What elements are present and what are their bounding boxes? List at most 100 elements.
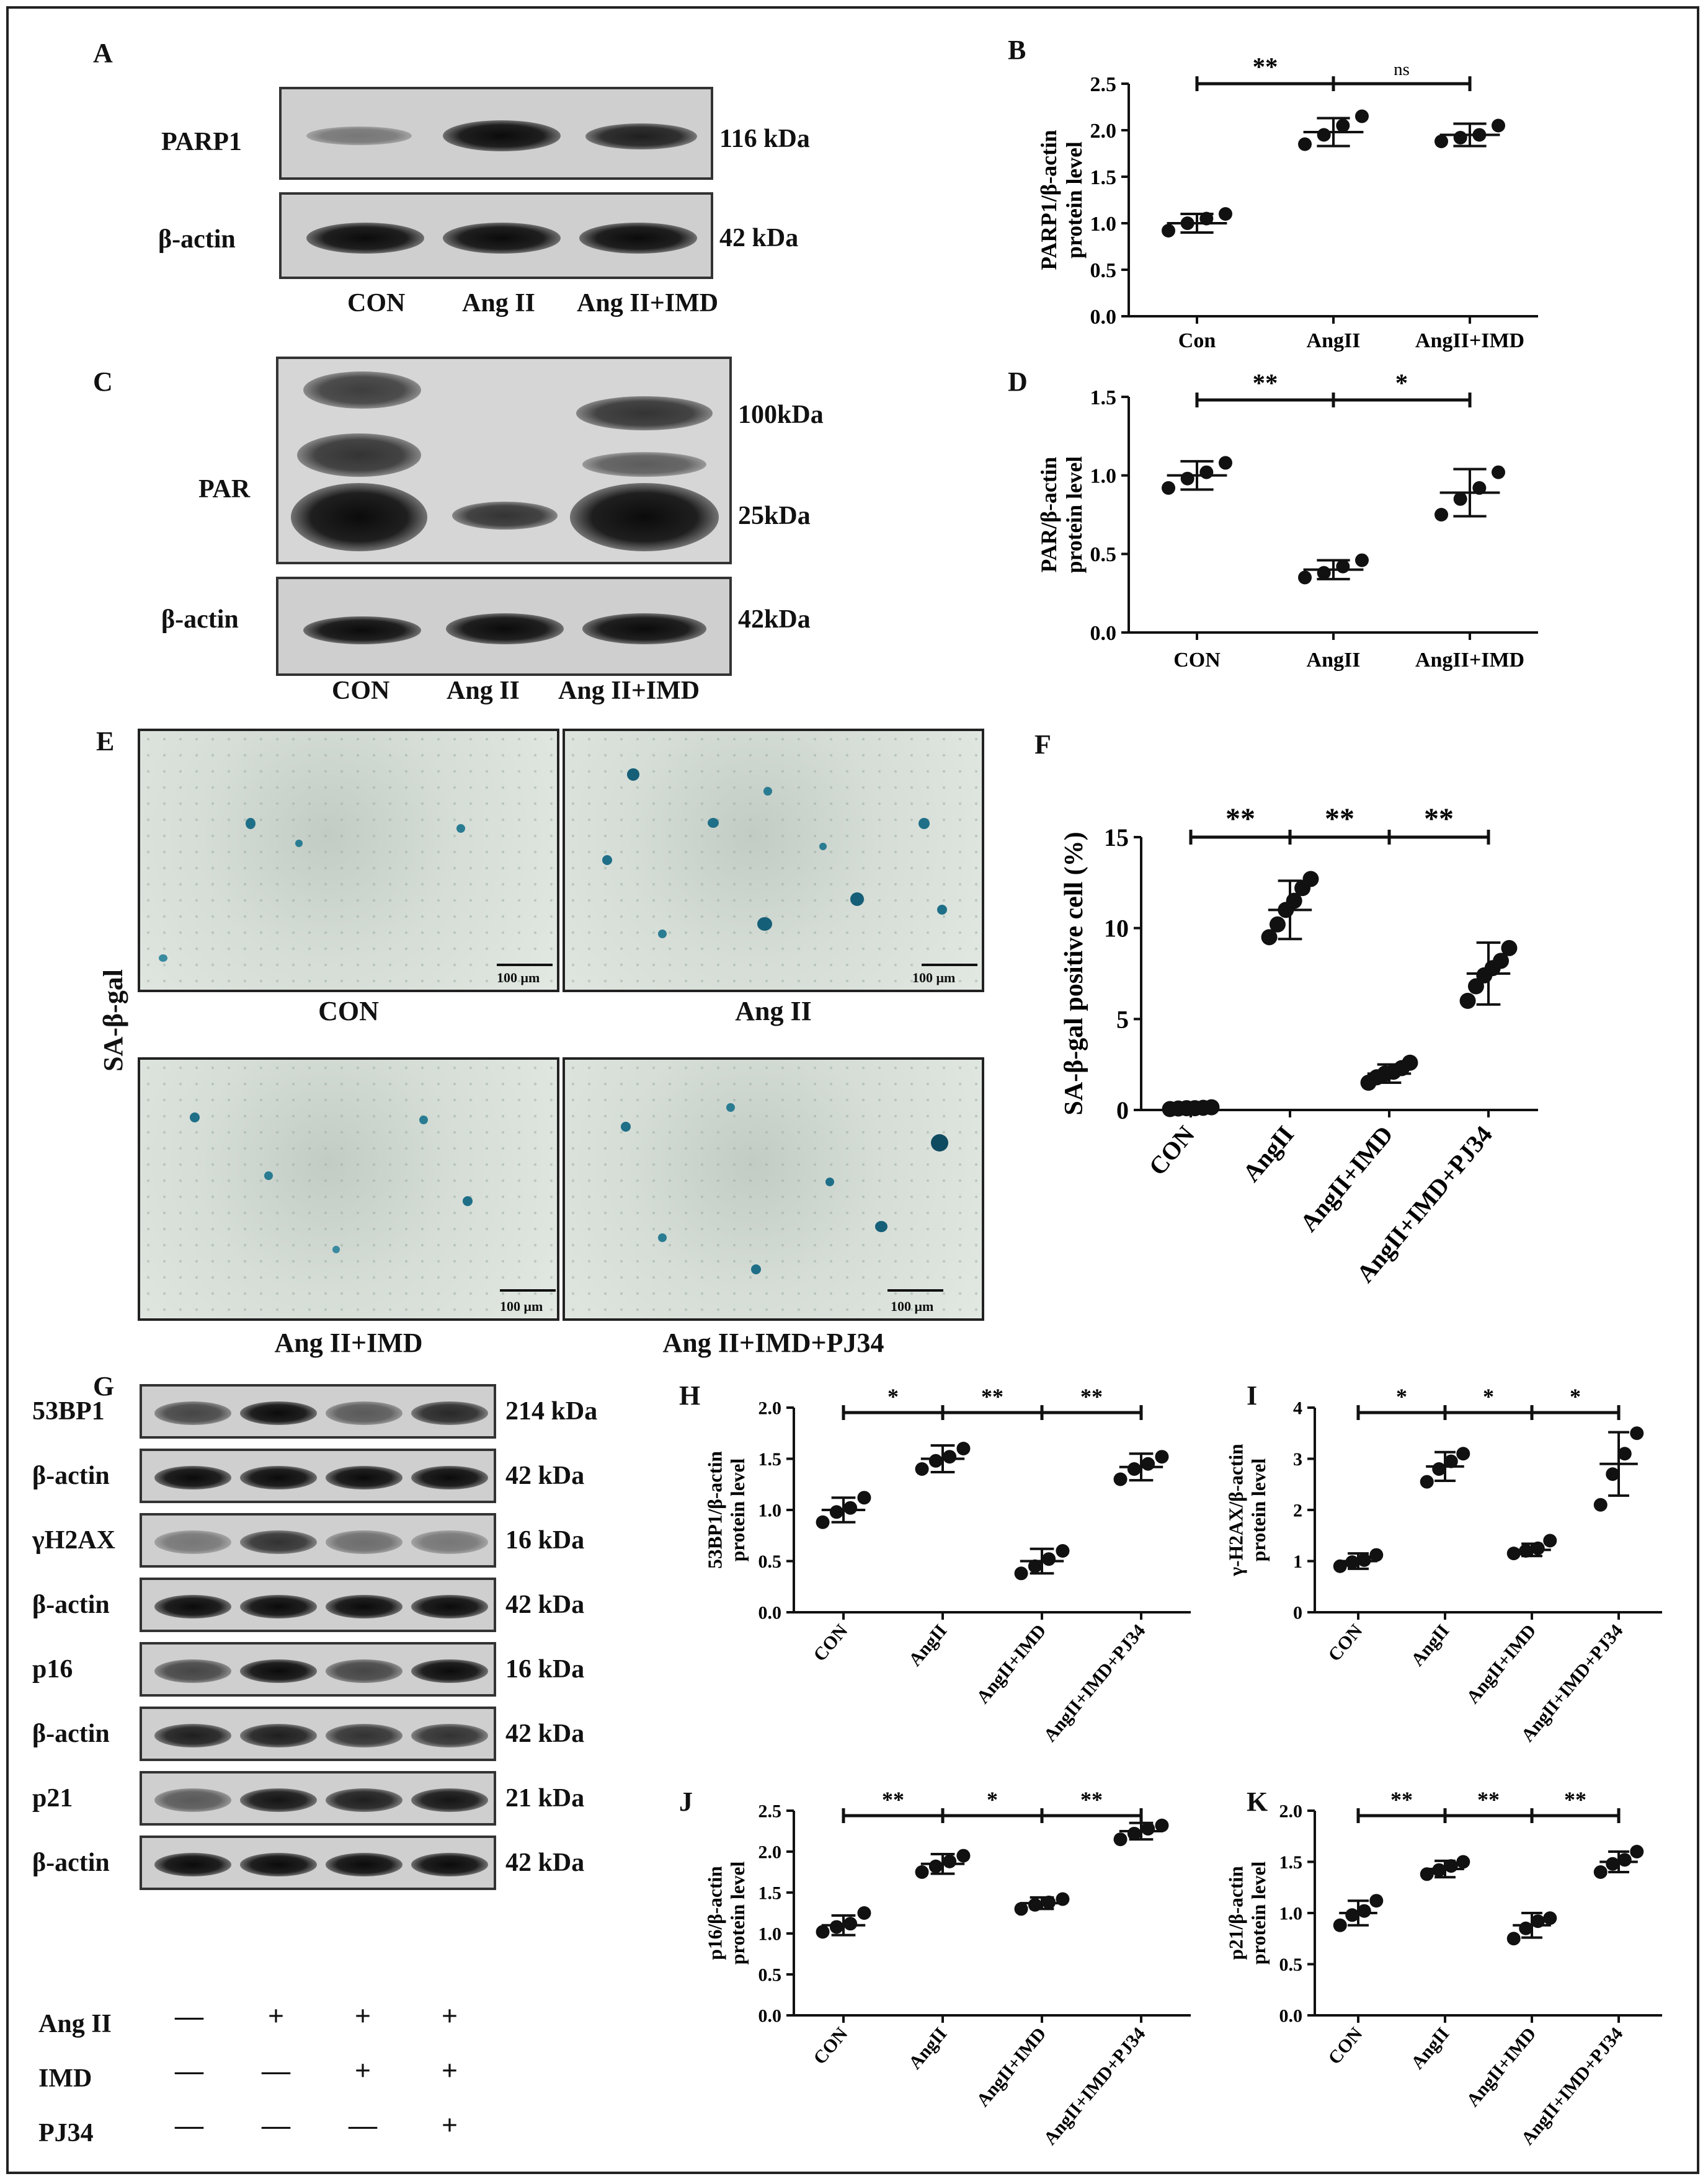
x-tick-label: AngII (905, 1620, 951, 1670)
data-point (915, 1865, 929, 1879)
data-point (1432, 1462, 1446, 1476)
data-point (1444, 1454, 1458, 1468)
data-point (816, 1925, 830, 1939)
y-tick-label: 2.0 (758, 1842, 782, 1863)
kda-label: 42kDa (738, 605, 811, 634)
y-axis-label: PAR/β-actinprotein level (1036, 456, 1087, 574)
scale-bar-label: 100 μm (912, 970, 956, 985)
blot-row-label: β-actin (32, 1462, 110, 1490)
data-point (1491, 465, 1505, 479)
blot-g-row (140, 1384, 496, 1439)
data-point (857, 1491, 871, 1505)
data-point (1336, 118, 1350, 133)
data-point (1014, 1902, 1028, 1916)
x-tick-label: AngII+IMD (1294, 1121, 1399, 1237)
significance-label: ** (1325, 802, 1354, 835)
treatment-mark: — (349, 2109, 377, 2141)
x-tick-label: AngII (905, 2023, 951, 2073)
significance-label: * (887, 1384, 899, 1409)
data-point (1369, 1894, 1384, 1908)
panel-label-e: E (96, 726, 115, 757)
data-point (1593, 1498, 1608, 1512)
significance-label: ** (1225, 802, 1255, 835)
data-point (1336, 559, 1350, 574)
data-point (1354, 109, 1369, 123)
y-tick-label: 1.0 (758, 1501, 782, 1521)
data-point (1531, 1914, 1545, 1929)
treatment-mark: + (441, 2000, 458, 2031)
blot-g-row (140, 1449, 496, 1503)
lane-label: CON (347, 289, 406, 317)
data-point (1199, 211, 1214, 226)
lane-label: Ang II+IMD (558, 677, 700, 705)
data-point (1456, 1447, 1470, 1461)
x-tick-label: AngII (1407, 1620, 1454, 1670)
y-tick-label: 1.0 (758, 1924, 782, 1945)
data-point (943, 1450, 957, 1464)
kda-label: 100kDa (738, 401, 824, 429)
data-point (1543, 1534, 1557, 1548)
data-point (1056, 1544, 1070, 1558)
chart-j: 0.0 0.5 1.0 1.5 2.0 2.5 CON AngII AngII+IMDAngII… (705, 1787, 1191, 2149)
panel-label-g: G (93, 1371, 115, 1401)
blot-g-row (140, 1707, 496, 1761)
data-point (1345, 1908, 1359, 1922)
data-point (1434, 135, 1449, 148)
data-point (1453, 131, 1467, 144)
data-point (1402, 1054, 1418, 1071)
scale-bar-label: 100 μm (497, 970, 540, 985)
blot-actin-c (276, 577, 732, 676)
blot-g-row (140, 1836, 496, 1890)
data-point (943, 1854, 957, 1868)
panel-label-k: K (1247, 1787, 1268, 1817)
data-point (1420, 1867, 1434, 1881)
y-tick-label: 10 (1104, 915, 1129, 943)
scale-bar-label: 100 μm (891, 1298, 934, 1314)
significance-label: ** (1424, 802, 1454, 835)
data-point (1519, 1921, 1533, 1935)
blot-row-label: β-actin (32, 1720, 110, 1748)
x-tick-label: CON (1143, 1121, 1200, 1181)
blot-actin-a (279, 192, 713, 279)
significance-label: ** (1080, 1384, 1103, 1409)
data-point (1357, 1553, 1371, 1567)
y-tick-label: 0.5 (1090, 543, 1117, 566)
treatment-mark: — (175, 2000, 203, 2031)
treatment-mark: — (262, 2109, 290, 2141)
treatment-mark: — (175, 2109, 203, 2141)
data-point (1434, 508, 1449, 522)
kda-label: 42 kDa (505, 1720, 585, 1748)
data-point (928, 1454, 943, 1468)
lane-label: Ang II (462, 289, 535, 317)
data-point (1345, 1555, 1359, 1569)
kda-label: 214 kDa (505, 1397, 598, 1426)
y-tick-label: 4 (1293, 1398, 1302, 1419)
data-point (1141, 1457, 1155, 1471)
data-point (1531, 1541, 1545, 1555)
data-point (1606, 1857, 1620, 1871)
data-point (1014, 1566, 1028, 1581)
blot-g-row (140, 1771, 496, 1826)
data-point (915, 1462, 929, 1476)
data-point (1180, 216, 1194, 230)
data-point (843, 1917, 858, 1931)
y-tick-label: 5 (1116, 1005, 1129, 1033)
y-axis-label: PARP1/β-actinprotein level (1036, 130, 1087, 270)
kda-label: 42 kDa (505, 1591, 585, 1619)
blot-row-label: p21 (32, 1784, 73, 1813)
data-point (1162, 224, 1176, 237)
panel-label-a: A (93, 38, 113, 68)
y-tick-label: 2 (1293, 1501, 1302, 1521)
y-tick-label: 1.0 (1090, 465, 1117, 488)
y-tick-label: 0.5 (1090, 259, 1117, 282)
chart-b: 0.0 0.5 1.0 1.5 2.0 2.5 Con AngII AngII+IMD PARP1… (1036, 53, 1538, 352)
blot-g-row (140, 1642, 496, 1697)
data-point (1506, 1547, 1521, 1561)
significance-label: ** (1080, 1787, 1103, 1812)
significance-label: ns (1394, 60, 1410, 79)
x-tick-label: CON (1173, 649, 1221, 672)
data-point (1501, 939, 1518, 956)
significance-label: ** (1390, 1787, 1413, 1812)
y-tick-label: 0.5 (1279, 1955, 1303, 1975)
x-tick-label: AngII+IMD (1462, 2023, 1540, 2110)
